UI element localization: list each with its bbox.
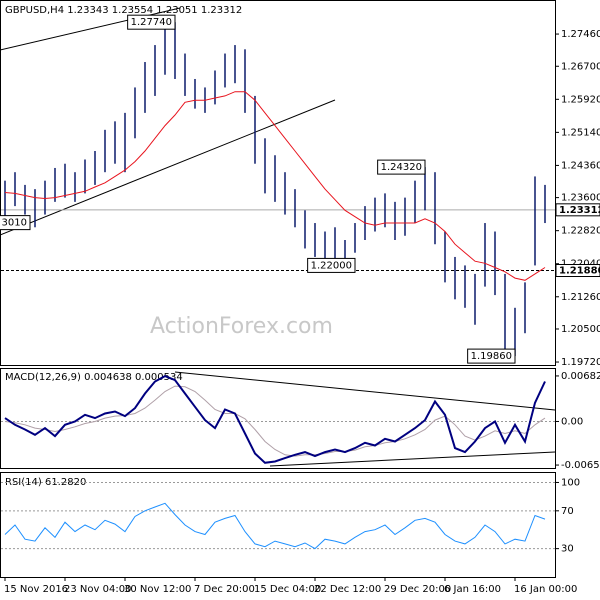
annotation-label: 1.22000 <box>311 260 352 271</box>
rsi-line <box>4 502 546 550</box>
macd-title: MACD(12,26,9) 0.004638 0.000534 <box>5 372 183 383</box>
y-tick-label: 1.21260 <box>561 292 600 303</box>
macd-line <box>4 374 546 464</box>
annotation-box <box>127 14 176 30</box>
trendline <box>0 99 336 236</box>
y-tick-label: 1.25920 <box>561 94 600 105</box>
y-tick-label: 1.24360 <box>561 160 600 171</box>
trendline <box>269 451 556 467</box>
y-tick-label: 0.00 <box>561 416 583 427</box>
y-tick-label: 0.006829 <box>561 371 600 382</box>
x-tick-label: 15 Dec 04:00 <box>254 584 321 595</box>
x-tick-label: 15 Nov 2016 <box>4 584 68 595</box>
signal-line <box>4 385 546 457</box>
x-tick-label: 29 Dec 20:00 <box>384 584 451 595</box>
annotation-label: 3010 <box>2 218 27 229</box>
annotation-label: 1.19860 <box>471 351 512 362</box>
price-label: 1.23312 <box>559 205 600 216</box>
y-tick-label: 1.25140 <box>561 127 600 138</box>
annotation-box <box>0 215 31 231</box>
price-label-box <box>555 264 600 278</box>
y-tick-label: 1.23600 <box>561 193 600 204</box>
annotation-box <box>467 348 516 364</box>
rsi-panel <box>0 472 556 578</box>
annotation-label: 1.27740 <box>131 17 172 28</box>
chart-title: GBPUSD,H4 1.23343 1.23554 1.23051 1.2331… <box>5 5 242 16</box>
y-tick-label: 1.19720 <box>561 357 600 368</box>
annotation-label: 1.24320 <box>381 162 422 173</box>
y-tick-label: 30 <box>561 544 574 555</box>
x-tick-label: 7 Dec 20:00 <box>194 584 255 595</box>
y-tick-label: 70 <box>561 506 574 517</box>
x-tick-label: 6 Jan 16:00 <box>444 584 501 595</box>
macd-panel <box>0 368 556 469</box>
x-tick-label: 23 Nov 04:00 <box>64 584 131 595</box>
trendline <box>174 371 556 411</box>
y-tick-label: -0.006538 <box>561 460 600 471</box>
y-tick-label: 100 <box>561 477 580 488</box>
y-tick-label: 1.27460 <box>561 29 600 40</box>
price-label-box <box>555 203 600 217</box>
y-tick-label: 1.22820 <box>561 226 600 237</box>
x-tick-label: 16 Jan 00:00 <box>514 584 577 595</box>
y-tick-label: 1.26700 <box>561 61 600 72</box>
x-tick-label: 22 Dec 12:00 <box>314 584 381 595</box>
x-tick-label: 30 Nov 12:00 <box>124 584 191 595</box>
moving-average <box>4 91 546 281</box>
annotation-box <box>377 159 426 175</box>
watermark: ActionForex.com <box>150 314 333 339</box>
annotation-box <box>307 257 356 273</box>
y-tick-label: 1.20500 <box>561 324 600 335</box>
main-panel <box>0 0 556 366</box>
price-label: 1.21880 <box>559 266 600 277</box>
